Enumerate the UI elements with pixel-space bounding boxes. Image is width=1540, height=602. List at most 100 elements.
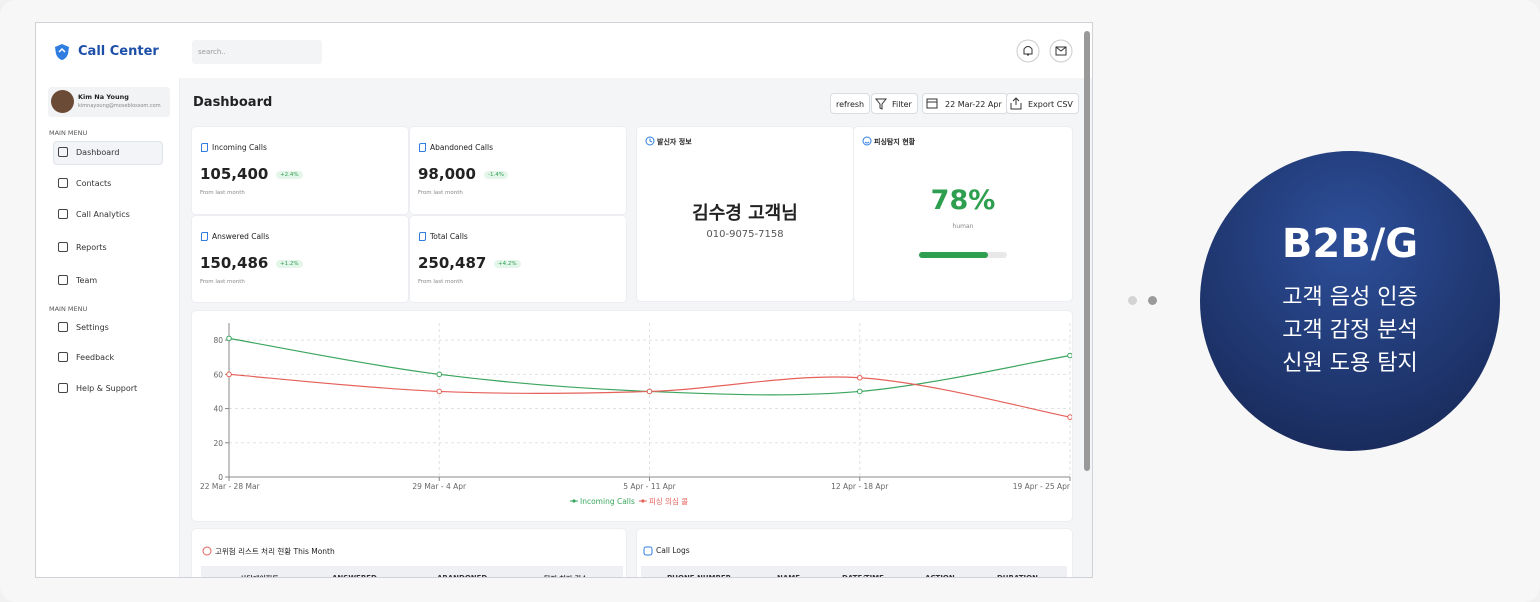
x-tick-label: 19 Apr - 25 Apr [1013,482,1071,491]
stat-label: Abandoned Calls [430,143,494,152]
stat-label: Incoming Calls [212,143,267,152]
refresh-button[interactable]: refresh [830,93,871,114]
chart-card: 0 20 40 60 80 22 Mar - 28 Mar 29 Mar - 4 Apr 5 … [192,311,1073,521]
sidebar: Call Center Kim Na Young kimnayoung@mose… [36,23,180,577]
top-icons[interactable] [1016,39,1074,63]
stat-card: Abandoned Calls 98,000 -1.4% From last mont… [410,127,626,214]
top-bar: search.. [179,23,1092,78]
y-tick-label: 0 [218,473,223,482]
stat-note: From last month [418,190,463,196]
menu-section: MAIN MENU [49,305,88,313]
scrollbar[interactable] [1084,31,1090,471]
menu-item[interactable]: Help & Support [76,384,138,393]
filter-button[interactable]: Filter [871,93,918,114]
stat-note: From last month [200,190,245,196]
clock-icon [645,136,655,146]
stat-value: 105,400 [200,165,269,183]
menu-item[interactable]: Contacts [76,179,112,188]
legend-label: 피싱 의심 콜 [649,496,688,506]
export-button[interactable]: Export CSV [1006,93,1079,114]
stat-value: 250,487 [418,254,487,272]
menu-icon [58,178,68,188]
logs-icon [643,546,653,556]
legend-marker [572,499,576,503]
data-point [436,371,443,378]
menu-item[interactable]: Reports [76,243,107,252]
search-box[interactable]: search.. [192,40,322,64]
column-header: 상담에이전트 [240,574,279,577]
y-tick-label: 60 [213,370,223,379]
table-header [641,566,1067,577]
page-title: Dashboard [193,95,273,110]
menu-icon [58,147,68,157]
menu-icon [58,209,68,219]
profile-name: Kim Na Young [78,93,129,101]
data-point [856,388,863,395]
x-tick-label: 12 Apr - 18 Apr [831,482,889,491]
menu-item[interactable]: Team [76,276,98,285]
x-tick-label: 29 Mar - 4 Apr [412,482,467,491]
promo-title: B2B/G [1281,221,1419,267]
screenshot: Call Center Kim Na Young kimnayoung@mose… [35,22,1093,578]
logs-title: Call Logs [656,546,690,555]
phone-icon [201,143,208,152]
menu-item[interactable]: Call Analytics [76,210,130,219]
menu-item[interactable]: Feedback [76,353,115,362]
date-button[interactable]: 22 Mar-22 Apr [922,93,1008,114]
data-point [1067,414,1073,420]
stat-card: Total Calls 250,487 +4.2% From last month [410,216,626,302]
line-chart: 0 20 40 60 80 22 Mar - 28 Mar 29 Mar - 4 Apr 5 … [200,323,1073,506]
column-header: DURATION [997,574,1038,578]
avatar [51,90,74,113]
column-header: NAME [777,574,801,578]
legend-label: Incoming Calls [580,497,635,506]
caller-card: 발신자 정보 김수경 고객님 010-9075-7158 [637,127,853,301]
stat-note: From last month [200,279,245,285]
stat-label: Answered Calls [212,232,270,241]
stat-note: From last month [418,279,463,285]
data-point [226,335,232,342]
data-point [1067,352,1073,359]
profile-email: kimnayoung@moseblossom.com [78,103,161,109]
caller-name: 김수경 고객님 [692,203,798,224]
logs-card: Call Logs PHONE NUMBER NAME DATE/TIME ACTIO… [637,529,1072,578]
stat-card: Answered Calls 150,486 +1.2% From last mont… [192,216,408,302]
x-tick-label: 22 Mar - 28 Mar [200,482,261,491]
risk-title: 고위험 리스트 처리 현황 This Month [215,547,335,556]
data-point [646,388,653,395]
brand: Call Center [78,44,159,59]
risk-card: 고위험 리스트 처리 현황 This Month 상담에이전트 ANSWERED A… [192,529,626,578]
table-header [201,566,623,577]
phone-icon [419,232,426,241]
stat-change: +4.2% [494,260,521,268]
column-header: 탐지 처리 건수 [544,574,588,577]
column-header: PHONE NUMBER [667,574,732,578]
search-placeholder: search.. [198,48,226,56]
column-header: ABANDONED [437,574,488,578]
phishing-value: 78% [930,185,996,216]
y-tick-label: 80 [213,336,223,345]
stat-change: +2.4% [276,171,303,179]
menu-item[interactable]: Dashboard [76,148,120,157]
menu-active [53,141,163,165]
risk-icon [202,546,212,556]
column-header: ACTION [925,574,955,578]
dot[interactable] [1128,296,1137,305]
promo-line: 고객 음성 인증 [1282,285,1418,310]
column-header: DATE/TIME [842,574,884,578]
column-header: ANSWERED [332,574,377,578]
data-point [226,371,232,378]
menu-icon [58,383,68,393]
menu-section: MAIN MENU [49,129,88,137]
profile[interactable]: Kim Na Young kimnayoung@moseblossom.com [48,87,170,117]
menu-item[interactable]: Settings [76,323,109,332]
stat-value: 98,000 [418,165,476,183]
promo-line: 고객 감정 분석 [1282,318,1418,343]
promo-line: 신원 도용 탐지 [1282,351,1418,376]
stat-change: +1.2% [276,260,303,268]
dot[interactable] [1148,296,1157,305]
stat-card: Incoming Calls 105,400 +2.4% From last mont… [192,127,408,214]
stat-label: Total Calls [430,232,468,241]
menu-icon [58,322,68,332]
